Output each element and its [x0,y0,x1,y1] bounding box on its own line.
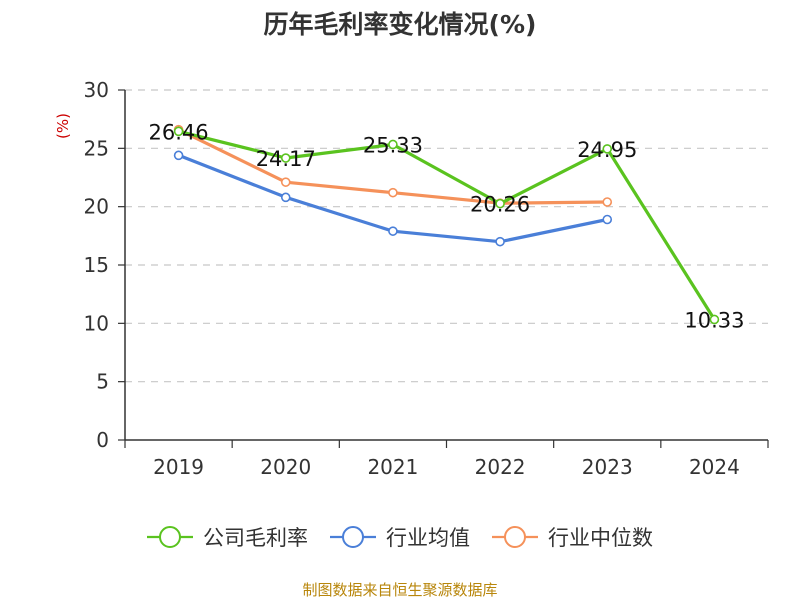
data-label-2022: 20.26 [470,193,530,217]
legend-item-2: 行业中位数 [492,526,653,550]
axes: 0 5 10 15 20 25 30 2019 2020 2021 2022 2023 2024 [84,78,769,479]
point-1-2022 [495,236,505,247]
x-tick-label-2023: 2023 [582,455,633,479]
y-tick-label-30: 30 [84,78,109,102]
data-label-2023: 24.95 [577,138,637,162]
point-1-2019 [173,150,184,161]
legend-item-0: 公司毛利率 [147,526,308,550]
point-0-2022 [495,198,505,209]
data-label-2019: 26.46 [149,120,209,144]
point-2-2021 [388,187,398,198]
legend-marker-2 [504,526,526,548]
point-0-2023 [602,144,613,154]
x-tick-label-2020: 2020 [260,455,311,479]
legend-label-2: 行业中位数 [548,526,653,550]
x-tick-label-2022: 2022 [475,455,526,479]
grid [125,89,768,383]
point-2-2023 [602,197,613,207]
data-label-2020: 24.17 [256,147,316,171]
data-label-2024: 10.33 [684,308,744,332]
point-0-2021 [388,139,398,150]
y-tick-label-25: 25 [84,136,109,160]
legend-label-1: 行业均值 [386,526,470,550]
x-tick-label-2019: 2019 [153,455,204,479]
x-tick-label-2024: 2024 [689,455,740,479]
chart-title: 历年毛利率变化情况(%) [264,10,537,39]
y-axis-unit: (%) [54,113,72,139]
point-0-2024 [709,314,720,325]
legend: 公司毛利率 行业均值 行业中位数 [147,526,653,550]
legend-marker-0 [159,526,181,548]
y-tick-label-0: 0 [96,428,109,452]
source-note: 制图数据来自恒生聚源数据库 [302,581,497,599]
y-tick-label-20: 20 [84,195,109,219]
point-1-2023 [602,214,613,225]
point-1-2021 [388,226,398,236]
y-tick-label-10: 10 [84,311,109,335]
y-tick-label-15: 15 [84,253,109,277]
series-line-0 [178,129,716,321]
series [173,124,720,325]
point-2-2020 [280,177,291,187]
point-1-2020 [280,192,291,203]
legend-item-1: 行业均值 [330,526,470,550]
data-labels: 26.46 24.17 25.33 20.26 24.95 10.33 [149,120,745,332]
point-0-2020 [280,153,291,163]
data-label-2021: 25.33 [363,133,423,157]
y-tick-label-5: 5 [96,370,109,394]
legend-label-0: 公司毛利率 [203,526,308,550]
x-tick-label-2021: 2021 [367,455,418,479]
legend-marker-1 [342,526,364,548]
point-0-2019 [173,126,184,137]
